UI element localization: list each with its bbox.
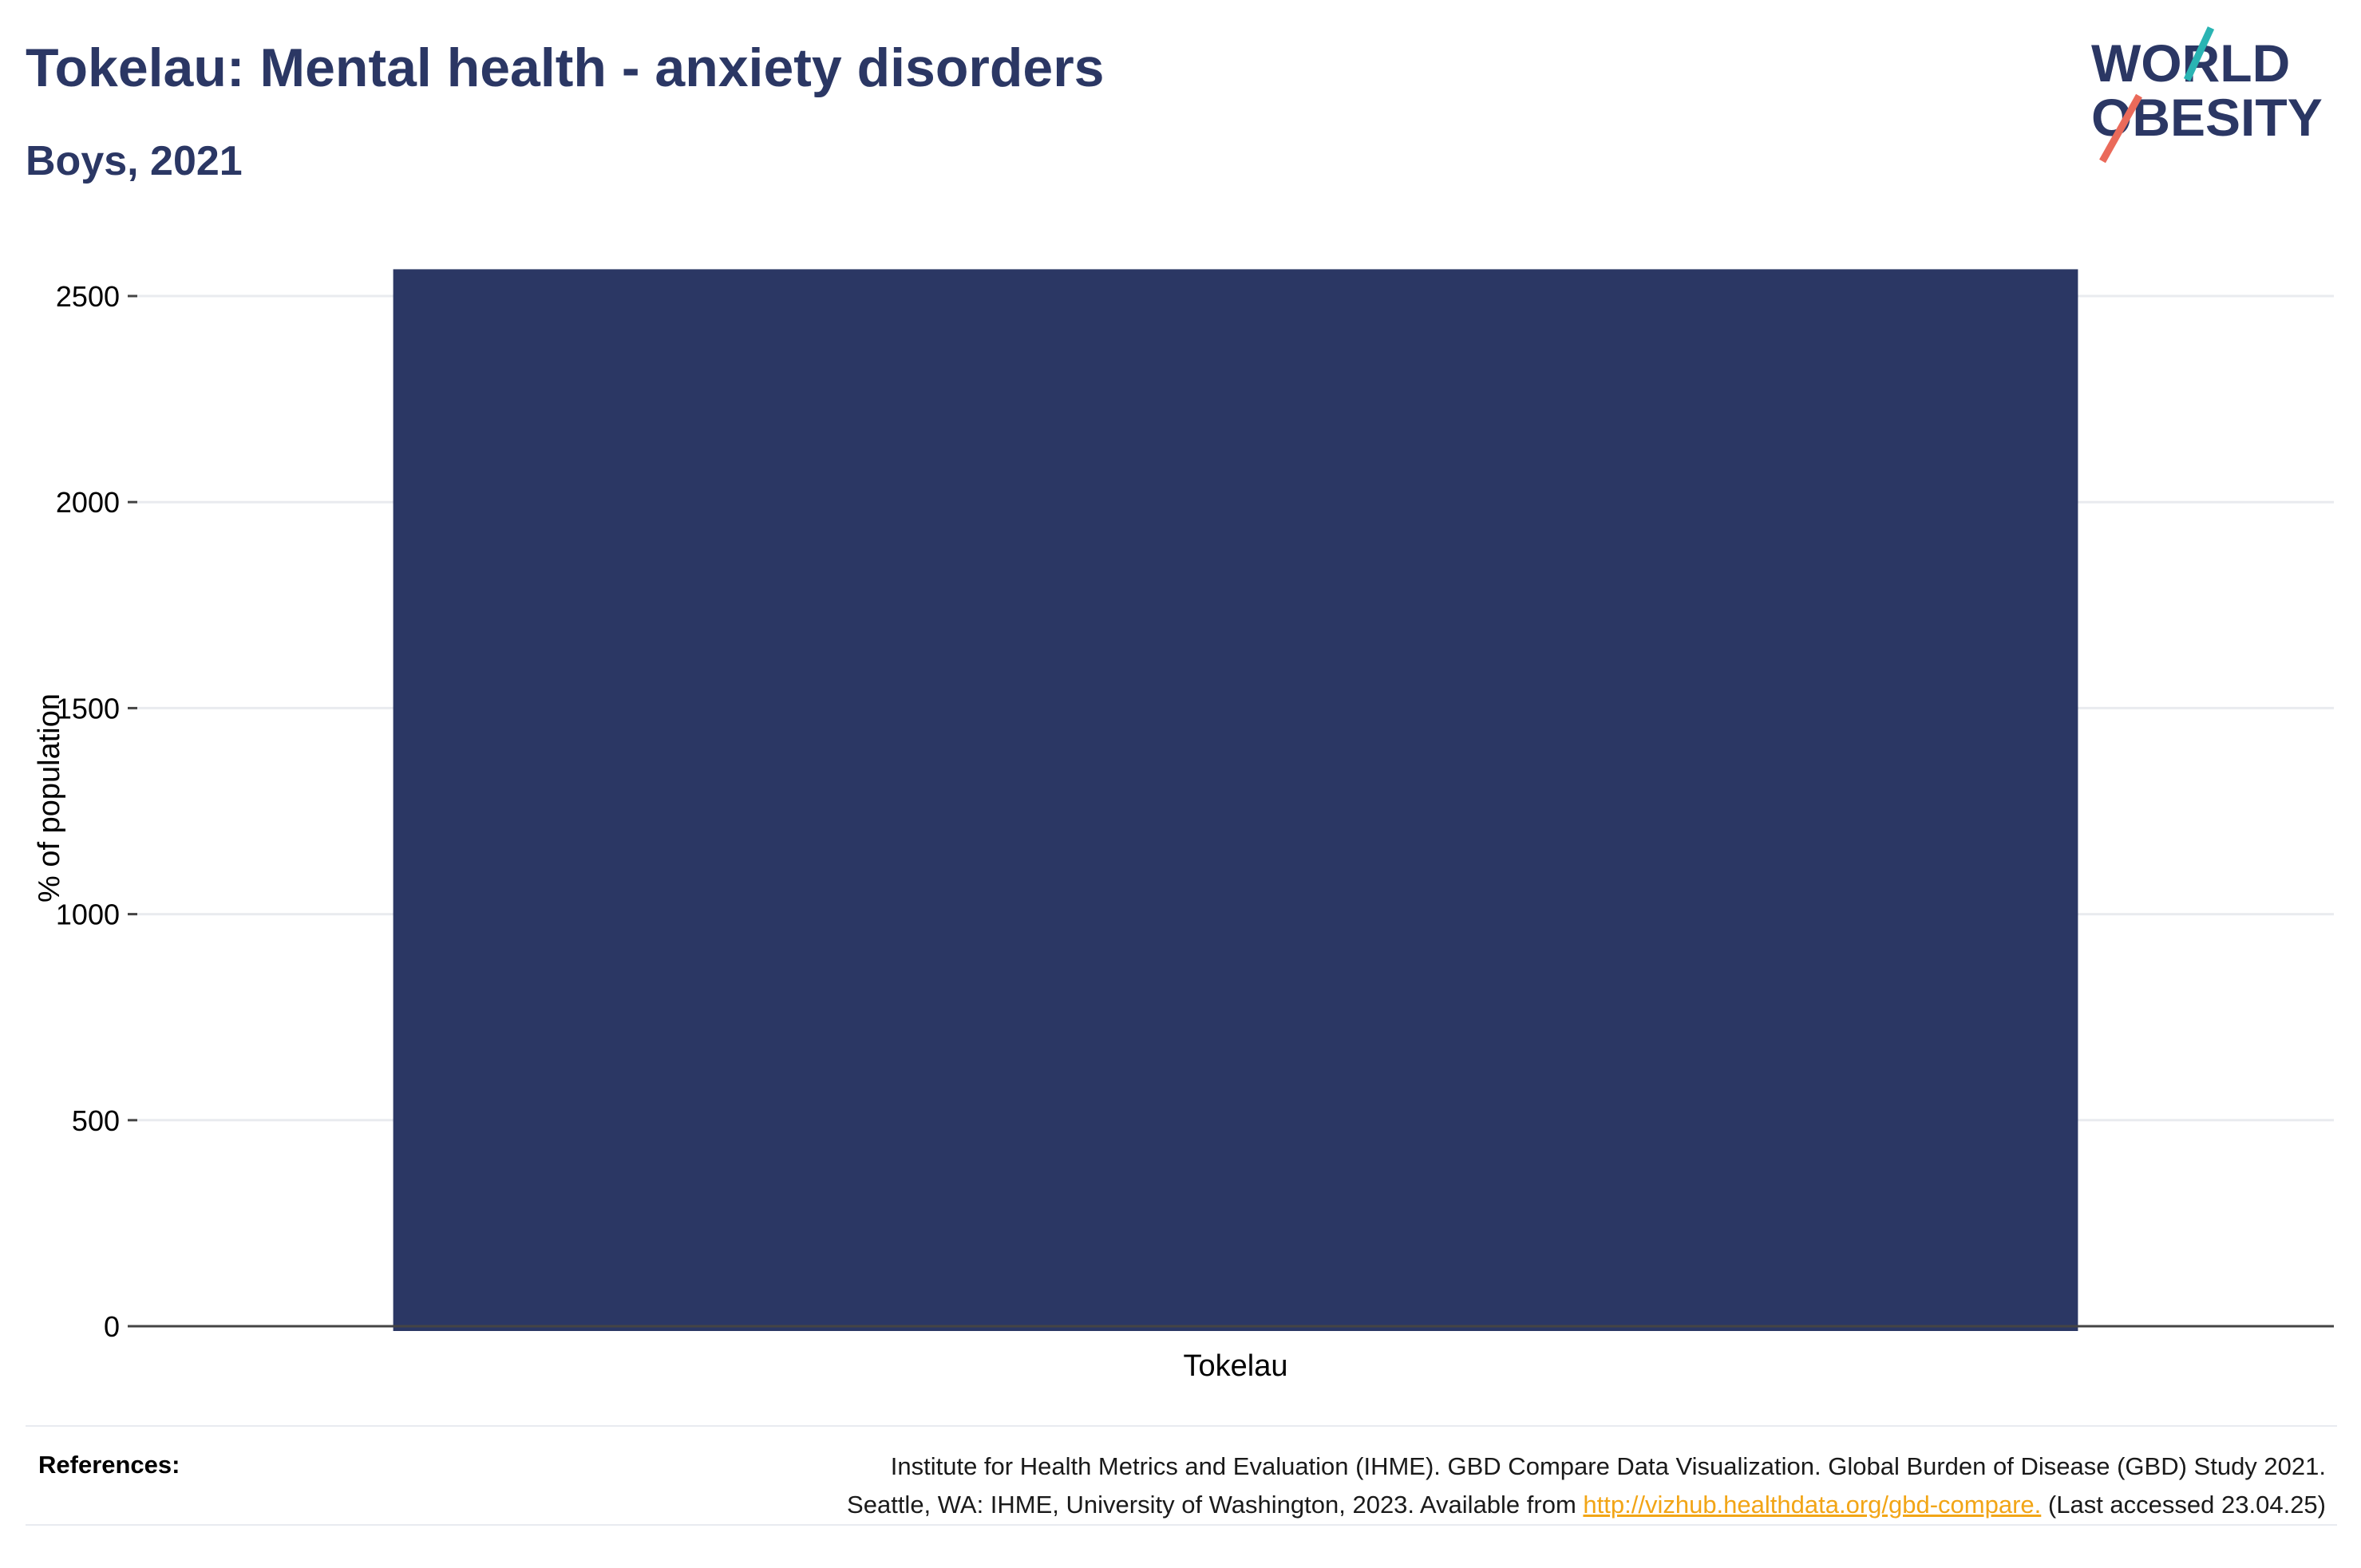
bar-tokelau bbox=[393, 269, 2078, 1332]
references-top-rule bbox=[26, 1425, 2337, 1427]
x-ticks: Tokelau bbox=[1184, 1349, 1288, 1383]
chart-title: Tokelau: Mental health - anxiety disorde… bbox=[26, 38, 1105, 98]
y-tick-label: 1000 bbox=[56, 899, 120, 931]
y-tick-label: 2500 bbox=[56, 280, 120, 313]
y-tick-label: 2000 bbox=[56, 486, 120, 519]
reference-line-2: Seattle, WA: IHME, University of Washing… bbox=[570, 1486, 2326, 1524]
references-text: Institute for Health Metrics and Evaluat… bbox=[570, 1448, 2326, 1524]
reference-line-2-prefix: Seattle, WA: IHME, University of Washing… bbox=[847, 1491, 1584, 1519]
reference-line-2-suffix: (Last accessed 23.04.25) bbox=[2041, 1491, 2326, 1519]
reference-line-1: Institute for Health Metrics and Evaluat… bbox=[890, 1452, 2326, 1480]
y-axis-label: % of population bbox=[33, 693, 66, 902]
logo-text-world: WORLD bbox=[2091, 34, 2290, 93]
reference-link[interactable]: http://vizhub.healthdata.org/gbd-compare… bbox=[1583, 1491, 2042, 1519]
chart-subtitle: Boys, 2021 bbox=[26, 138, 243, 184]
references-label: References: bbox=[38, 1451, 180, 1479]
y-ticks: 0 500 1000 1500 2000 2500 bbox=[56, 280, 137, 1343]
world-obesity-logo: WORLD OBESITY bbox=[2091, 26, 2323, 164]
x-tick-label: Tokelau bbox=[1184, 1349, 1288, 1383]
logo-slash-coral bbox=[2099, 93, 2142, 164]
bar-chart: 0 500 1000 1500 2000 2500 Tokelau % of popula… bbox=[33, 269, 2334, 1383]
y-tick-label: 1500 bbox=[56, 692, 120, 725]
bars bbox=[393, 269, 2078, 1332]
references-bottom-rule bbox=[26, 1524, 2337, 1526]
y-tick-label: 0 bbox=[104, 1310, 120, 1343]
y-tick-label: 500 bbox=[72, 1104, 120, 1137]
logo-slash-teal bbox=[2183, 26, 2215, 81]
